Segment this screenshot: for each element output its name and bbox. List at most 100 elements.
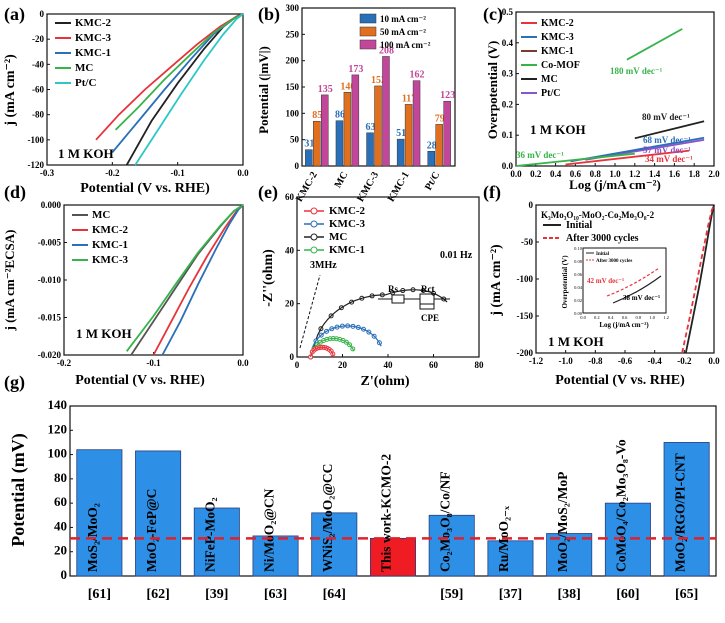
series-mc: [634, 120, 705, 140]
y-tick-label: -0.020: [38, 350, 62, 360]
legend-d-label: KMC-1: [92, 239, 128, 251]
inset-x-tick: 1.2: [663, 315, 669, 320]
y-tick-label: 0.1: [502, 130, 514, 140]
legend-b-label: 100 mA cm⁻²: [380, 40, 431, 50]
y-tick-label: -20: [32, 34, 44, 44]
y-tick-label: 100: [48, 446, 68, 461]
legend-e-marker: [310, 246, 318, 254]
bar-kmc-2-2: [321, 94, 329, 167]
x-tick-label: -0.1: [171, 168, 186, 178]
circuit-rct: Rct: [421, 284, 435, 294]
circuit-cpe: CPE: [421, 313, 439, 323]
category-label: MC: [333, 170, 351, 190]
x-tick-label: -1.2: [529, 356, 544, 366]
y-tick-label: 150: [286, 82, 300, 92]
panel-tag: (d): [4, 182, 26, 203]
inset-series-initial: [612, 275, 662, 304]
y-tick-label: 0.3: [502, 69, 514, 79]
x-tick-label: -0.6: [618, 356, 633, 366]
y-tick-label: 0: [295, 161, 300, 171]
panel-tag: (e): [258, 182, 278, 203]
y-tick-label: -0.010: [38, 275, 62, 285]
electrolyte-label: 1 M KOH: [76, 326, 132, 341]
bar-value-label: 140: [340, 81, 355, 92]
y-tick-label: 100: [286, 108, 300, 118]
bar-mc-2: [351, 74, 360, 167]
bar-value-label: 152: [371, 75, 386, 86]
panel-b: (b) 0 50 100 150 200 250 300 Potential (|mV|) 31 8…: [256, 3, 456, 204]
x-tick-label: -0.2: [105, 168, 120, 178]
bar-label: MoO₂/RGO/PI-CNT: [672, 453, 687, 572]
bar-this-work: [369, 537, 417, 577]
x-axis-label: Potential (V vs. RHE): [80, 181, 210, 196]
y-tick-label: 60: [285, 192, 295, 202]
inset-legend-label: Initial: [596, 252, 610, 257]
bar-pt-c-0: [427, 151, 435, 167]
y-tick-label: 250: [286, 29, 300, 39]
bar-label: This work-KCMO-2: [379, 454, 394, 572]
bar-value-label: 31: [304, 139, 314, 150]
equivalent-circuit: [378, 293, 450, 310]
arrow-guide: [299, 274, 321, 349]
reference-label: [38]: [558, 587, 581, 602]
panel-a: (a) -0.3 -0.2 -0.1 0.0 0 -20 -40 -60 -80 -100 -120 j…: [3, 4, 249, 196]
series-kmc-1-line: [310, 337, 355, 358]
x-axis-label: Potential (V vs. RHE): [555, 373, 685, 388]
y-tick-label: -100: [517, 274, 534, 284]
inset-slope-initial: 38 mV dec⁻¹: [623, 294, 660, 302]
panel-tag: (b): [258, 4, 280, 25]
series-kmc-3: [95, 13, 244, 141]
legend-d-label: KMC-2: [92, 224, 129, 236]
x-tick-label: 0.0: [237, 168, 249, 178]
bar-kmc-3-2: [382, 56, 390, 167]
y-axis-label: Overpotential (V): [485, 41, 500, 140]
catalyst-title: K₃Mo₃O₁₀-MoO₂-Co₂Mo₃O₈-2: [541, 210, 655, 220]
x-tick-label: -1.0: [559, 356, 574, 366]
bar-value-label: 51: [396, 128, 406, 139]
bar-value-label: 173: [348, 64, 363, 75]
bar-label: NiFeP-MoO₂: [203, 497, 218, 572]
y-axis-label: j (mA cm⁻²): [3, 54, 18, 127]
y-tick-label: 80: [54, 470, 67, 485]
series-pt-c: [515, 152, 635, 167]
inset-x-tick: 1.0: [649, 315, 655, 320]
x-axis-label: Log (j/mA cm⁻²): [569, 177, 661, 192]
y-axis-label: Potential (mV): [8, 433, 29, 546]
inset-y-tick: 0.06: [574, 272, 583, 277]
reference-label: [64]: [323, 587, 346, 602]
bar-kmc-1-2: [412, 80, 421, 167]
legend-a-label: MC: [75, 62, 93, 74]
y-tick-label: 200: [286, 56, 300, 66]
bar-ref63ref: [252, 535, 299, 577]
bar-value-label: 28: [427, 140, 437, 151]
x-tick-label: -0.2: [57, 358, 72, 368]
electrolyte-label: 1 M KOH: [548, 334, 604, 349]
category-label: KMC-2: [294, 170, 320, 204]
legend-e-label: KMC-3: [329, 218, 366, 230]
y-tick-label: -40: [32, 59, 44, 69]
y-tick-label: -0.015: [38, 313, 62, 323]
legend-a-label: Pt/C: [75, 77, 96, 89]
y-axis-label: Potential (|mV|): [256, 46, 271, 134]
series-mc: [130, 204, 244, 356]
bar-label: CoMoO₄/Co₂Mo₃O₈-Vo: [614, 439, 629, 572]
bar-value-label: 117: [402, 93, 416, 104]
bar-kmc-2-0: [305, 149, 313, 167]
tafel-slope-label: 34 mV dec⁻¹: [645, 154, 693, 164]
legend-c-label: Pt/C: [541, 88, 560, 99]
series-co-mof: [626, 28, 683, 61]
series-kmc-3-line: [310, 325, 382, 358]
panel-tag: (g): [4, 372, 25, 393]
y-tick-label: 300: [286, 3, 300, 13]
legend-e-label: KMC-2: [329, 205, 366, 217]
legend-a-label: KMC-3: [75, 32, 112, 44]
series-kmc-1: [161, 204, 244, 356]
x-tick-label: -0.1: [146, 358, 161, 368]
inset-y-tick: 0.04: [574, 285, 583, 290]
bar-label: Ni/MoO₂@CN: [261, 488, 276, 572]
frequency-low-label: 0.01 Hz: [440, 250, 473, 261]
inset-x-tick: 0.2: [594, 315, 600, 320]
y-tick-label: 0.5: [502, 7, 514, 17]
x-tick-label: -0.4: [648, 356, 663, 366]
bar-kmc-2-1: [313, 120, 321, 167]
